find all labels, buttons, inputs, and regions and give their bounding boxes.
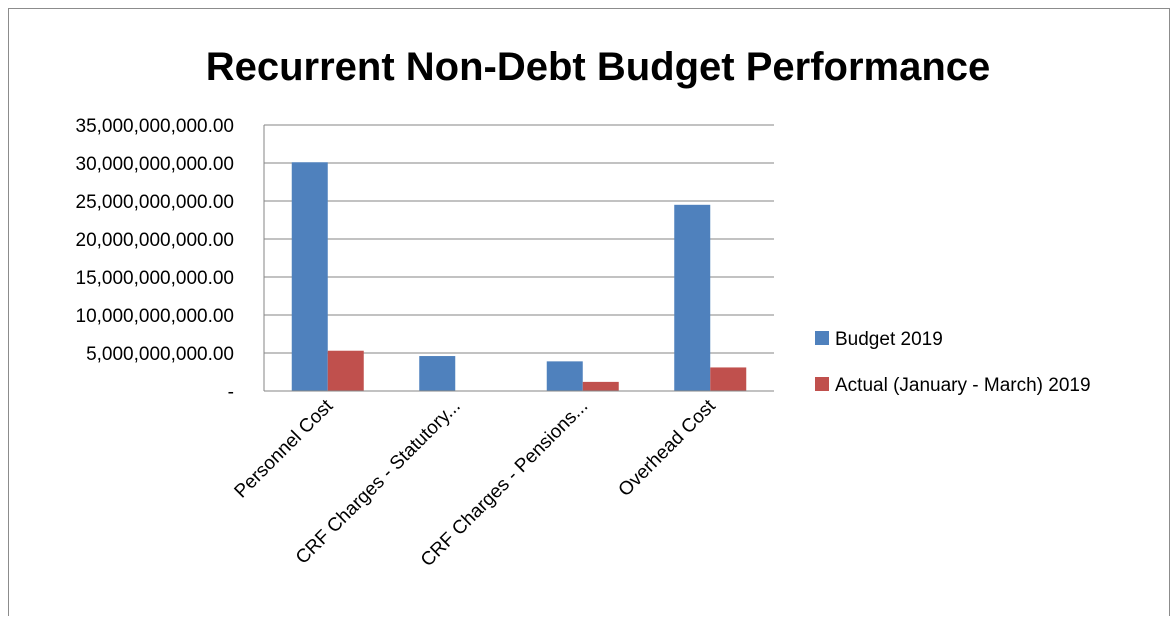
legend-swatch <box>815 331 829 345</box>
legend-label: Actual (January - March) 2019 <box>835 375 1091 396</box>
y-tick-label: 25,000,000,000.00 <box>76 192 235 213</box>
bar-actual <box>710 367 747 391</box>
y-tick-label: 20,000,000,000.00 <box>76 230 235 251</box>
bar-budget <box>291 162 328 391</box>
y-tick-label: 10,000,000,000.00 <box>76 306 235 327</box>
bar-budget <box>674 204 711 391</box>
chart-title: Recurrent Non-Debt Budget Performance <box>206 45 991 89</box>
x-category-label: Personnel Cost <box>231 395 338 502</box>
bar-actual <box>327 350 364 391</box>
bar-budget <box>546 361 583 391</box>
x-category-label: Overhead Cost <box>615 395 721 501</box>
bars <box>291 162 747 391</box>
y-tick-label: 35,000,000,000.00 <box>76 116 235 137</box>
chart-frame <box>8 8 1170 616</box>
y-tick-label: 5,000,000,000.00 <box>86 344 234 365</box>
y-tick-label: - <box>228 382 234 403</box>
legend: Budget 2019 Actual (January - March) 2019 <box>815 329 1091 396</box>
bar-actual <box>582 381 619 391</box>
y-axis-tick-labels: - 5,000,000,000.00 10,000,000,000.00 15,000… <box>76 116 235 403</box>
legend-swatch <box>815 377 829 391</box>
y-tick-label: 15,000,000,000.00 <box>76 268 235 289</box>
bar-budget <box>419 356 456 391</box>
y-tick-label: 30,000,000,000.00 <box>76 154 235 175</box>
legend-label: Budget 2019 <box>835 329 943 350</box>
